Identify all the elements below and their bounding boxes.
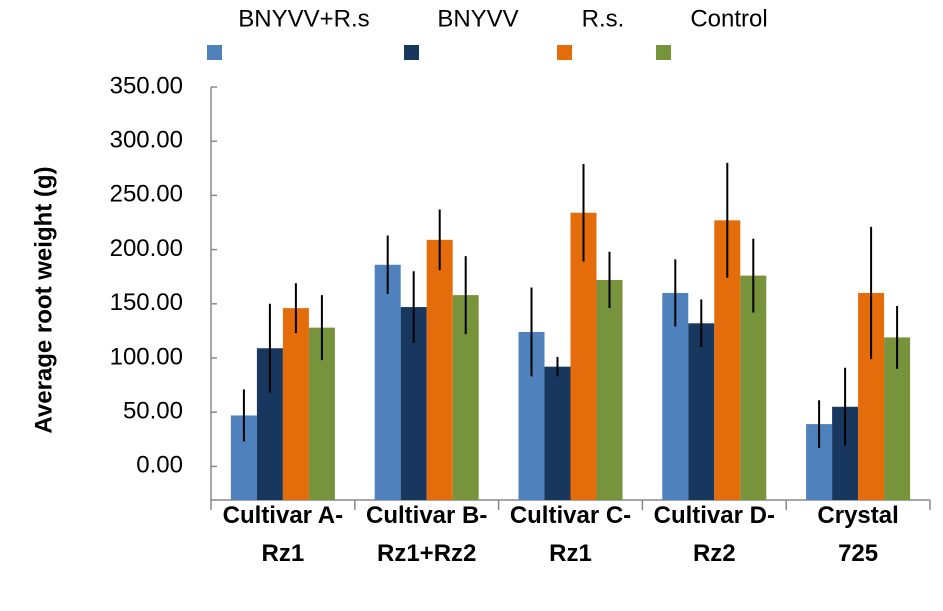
x-tick-label-line: Rz2 <box>693 540 736 567</box>
bar <box>596 279 623 500</box>
x-tick-label-line: Crystal <box>817 502 898 529</box>
legend-label: BNYVV <box>437 5 518 32</box>
bar <box>544 366 571 500</box>
y-tick-label: 250.00 <box>110 181 183 208</box>
y-tick-label: 100.00 <box>110 343 183 370</box>
y-tick-label: 150.00 <box>110 289 183 316</box>
bar <box>688 323 715 500</box>
bar <box>740 275 767 500</box>
x-tick-label-line: Cultivar A- <box>223 502 343 529</box>
legend-swatch <box>557 45 572 60</box>
y-tick-label: 350.00 <box>110 72 183 99</box>
bar <box>662 292 689 500</box>
x-tick-label-line: Rz1 <box>262 540 305 567</box>
x-tick-label: Cultivar D- Rz2 <box>654 502 775 567</box>
x-tick-label: Cultivar B- Rz1+Rz2 <box>366 502 487 567</box>
x-tick-label-line: 725 <box>838 540 878 567</box>
x-tick-label-line: Rz1 <box>549 540 592 567</box>
legend-label: BNYVV+R.s <box>238 5 369 32</box>
bar <box>374 264 401 500</box>
bar <box>426 239 453 500</box>
x-tick-label-line: Rz1+Rz2 <box>377 540 476 567</box>
legend-swatch <box>207 45 222 60</box>
bar <box>282 308 309 500</box>
legend-swatch <box>656 45 671 60</box>
x-tick-label-line: Cultivar B- <box>366 502 487 529</box>
y-tick-label: 200.00 <box>110 235 183 262</box>
x-tick-label: Cultivar C- Rz1 <box>510 502 631 567</box>
x-tick-label-line: Cultivar C- <box>510 502 631 529</box>
y-axis-label: Average root weight (g) <box>30 166 57 433</box>
legend-label: Control <box>690 5 767 32</box>
x-tick-label: Crystal 725 <box>817 502 898 567</box>
y-tick-label: 0.00 <box>136 452 183 479</box>
legend-swatch <box>404 45 419 60</box>
x-tick-label-line: Cultivar D- <box>654 502 775 529</box>
legend-label: R.s. <box>582 5 625 32</box>
y-tick-label: 50.00 <box>123 398 183 425</box>
x-tick-label: Cultivar A- Rz1 <box>223 502 343 567</box>
y-tick-label: 300.00 <box>110 127 183 154</box>
